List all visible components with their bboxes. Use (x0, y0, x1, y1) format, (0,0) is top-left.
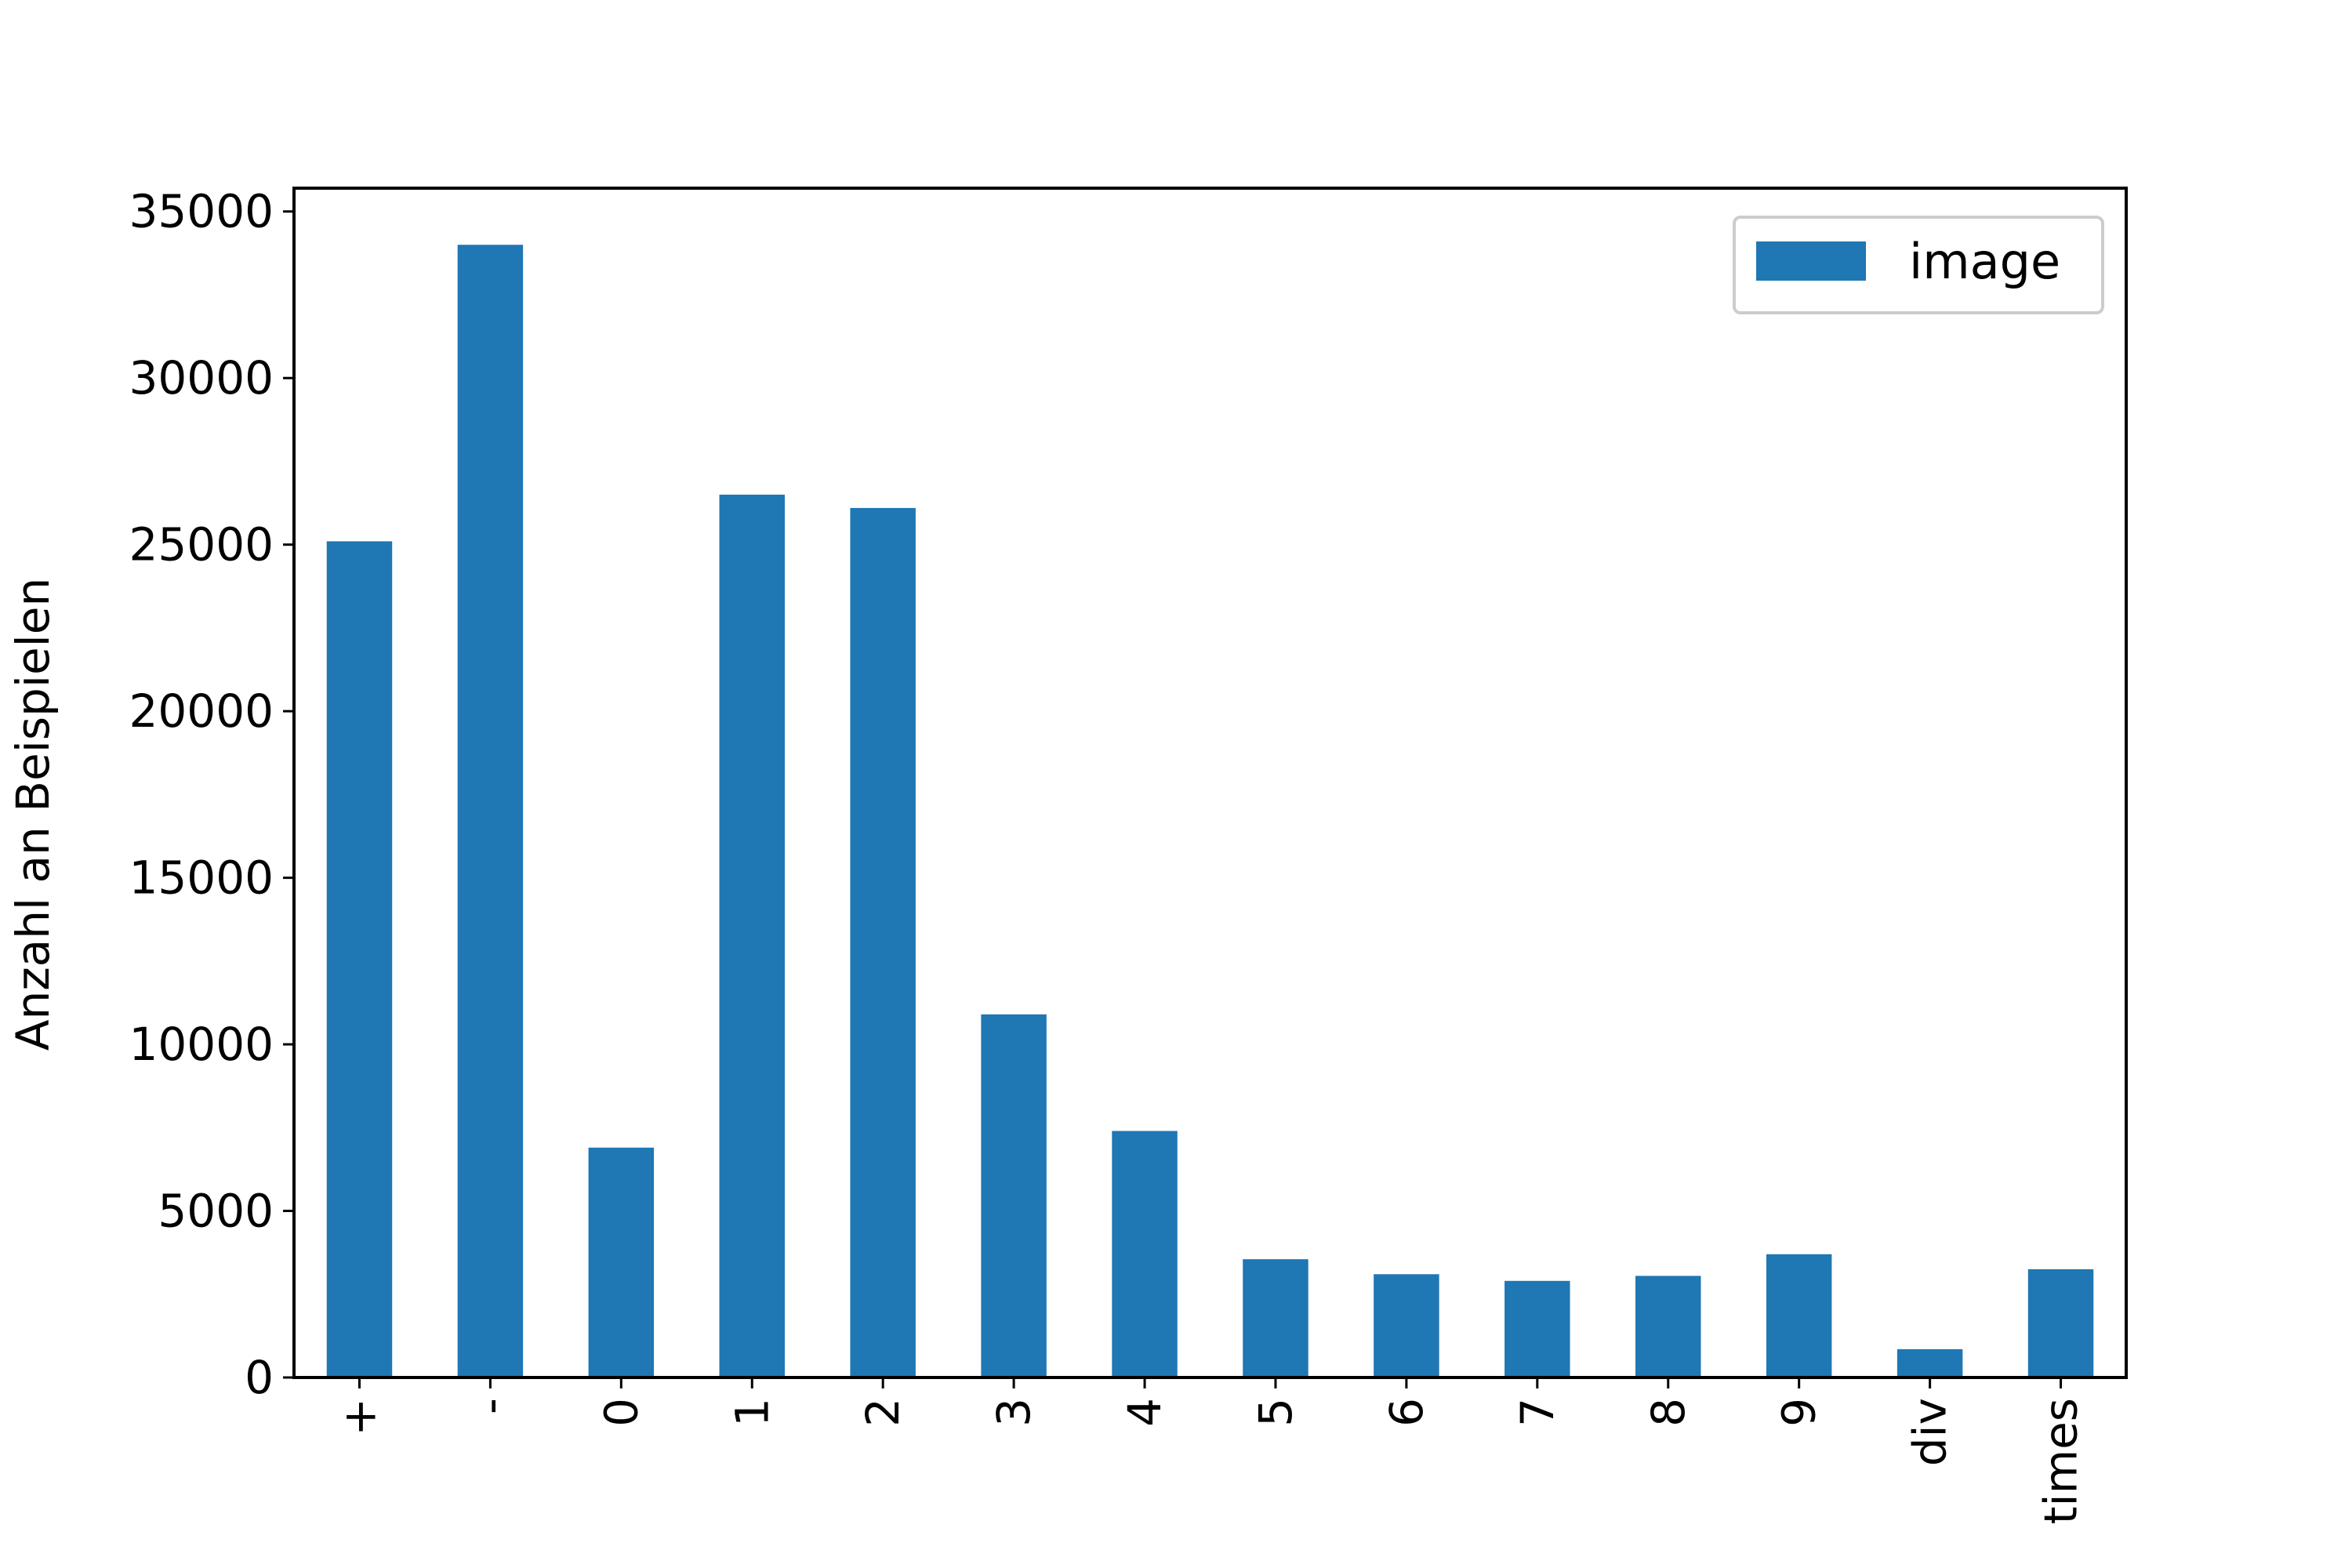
x-tick-label: 9 (1773, 1398, 1826, 1427)
legend-label: image (1909, 233, 2060, 290)
bar-2 (588, 1147, 655, 1377)
x-tick-label: 2 (856, 1398, 909, 1427)
y-axis-ticks: 0 5000 10000 15000 20000 25000 30000 35000 (129, 185, 294, 1404)
bar-11 (1766, 1254, 1832, 1377)
bar-0 (326, 541, 393, 1377)
bar-1 (457, 245, 524, 1378)
y-tick-label: 25000 (129, 518, 274, 572)
x-axis-ticks: + - 0 1 2 3 4 5 6 7 8 9 div times (332, 1377, 2088, 1524)
x-tick-label: 8 (1642, 1398, 1695, 1427)
bar-9 (1504, 1280, 1570, 1377)
bar-6 (1112, 1131, 1178, 1377)
bar-4 (850, 507, 916, 1377)
bar-5 (981, 1014, 1047, 1377)
x-tick-label: 1 (725, 1398, 779, 1427)
bar-7 (1243, 1259, 1308, 1377)
x-tick-label: div (1904, 1398, 1957, 1466)
x-tick-label: 4 (1118, 1398, 1171, 1427)
y-tick-label: 30000 (129, 351, 274, 405)
legend: image (1733, 216, 2104, 314)
y-tick-label: 5000 (158, 1185, 274, 1238)
plot-frame (292, 187, 2128, 1379)
x-tick-label: 0 (594, 1398, 648, 1427)
y-tick-label: 0 (245, 1351, 274, 1404)
bar-3 (719, 494, 785, 1377)
legend-swatch (1756, 241, 1866, 281)
x-tick-label: 3 (987, 1398, 1040, 1427)
y-tick-label: 15000 (129, 851, 274, 905)
y-tick-label: 20000 (129, 684, 274, 738)
legend-box (1733, 216, 2104, 314)
x-tick-label: + (332, 1398, 386, 1436)
y-axis-label: Anzahl an Beispielen (6, 578, 60, 1051)
x-tick-label: 6 (1380, 1398, 1433, 1427)
y-tick-label: 35000 (129, 185, 274, 238)
bar-8 (1374, 1274, 1439, 1377)
y-tick-label: 10000 (129, 1018, 274, 1071)
bar-10 (1635, 1276, 1701, 1377)
x-tick-label: - (463, 1398, 517, 1414)
bars-group (326, 245, 2094, 1378)
x-tick-label: 5 (1249, 1398, 1302, 1427)
x-tick-label: 7 (1511, 1398, 1564, 1427)
bar-12 (1896, 1348, 1963, 1377)
x-tick-label: times (2034, 1398, 2088, 1524)
bar-13 (2027, 1269, 2094, 1377)
